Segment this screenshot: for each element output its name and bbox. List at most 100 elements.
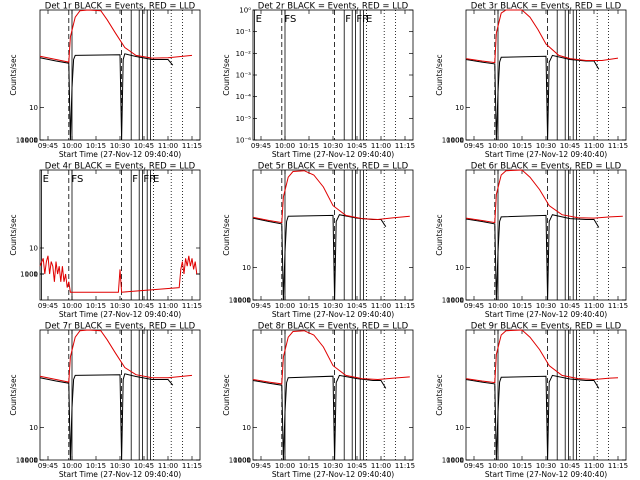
x-tick-label: 10:30 [110, 462, 130, 470]
flag-label: FS [71, 174, 83, 185]
y-tick-label: 1 [460, 137, 464, 145]
y-tick-label: 10⁻⁴ [236, 93, 252, 101]
chart-panel-det9: Det 9r BLACK = Events, RED = LLD 09:45 10:… [435, 322, 628, 480]
y-tick-label: 1 [460, 297, 464, 305]
flag-label: FF [143, 174, 155, 185]
y-tick-label: 10⁻² [236, 50, 252, 58]
y-tick-label: 100 [238, 457, 251, 465]
y-tick-label: 1000 [233, 297, 251, 305]
flag-label: E [153, 174, 159, 185]
x-tick-label: 10:00 [275, 302, 295, 310]
flag-label: E [43, 174, 49, 185]
x-tick-label: 09:45 [251, 462, 271, 470]
x-tick-label: 09:45 [464, 462, 484, 470]
y-axis-label: Counts/sec [9, 54, 18, 95]
x-tick-label: 11:15 [182, 462, 202, 470]
x-tick-label: 10:00 [488, 302, 508, 310]
flag-label: FS [284, 14, 296, 25]
x-tick-label: 10:45 [560, 302, 580, 310]
x-tick-label: 11:15 [608, 142, 628, 150]
y-tick-label: 10000 [442, 457, 464, 465]
y-tick-label: 100 [25, 271, 38, 279]
x-tick-label: 09:45 [464, 142, 484, 150]
y-tick-label: 100 [238, 297, 251, 305]
y-axis-label: Counts/sec [435, 54, 444, 95]
y-axis-label: Counts/sec [222, 374, 231, 415]
y-axis-label: Counts/sec [222, 54, 231, 95]
y-tick-label: 1000 [20, 271, 38, 279]
y-tick-label: 1 [460, 457, 464, 465]
y-tick-label: 1 [247, 457, 251, 465]
x-axis-label: Start Time (27-Nov-12 09:40:40) [59, 310, 181, 319]
x-tick-label: 10:45 [347, 302, 367, 310]
x-tick-label: 11:15 [608, 302, 628, 310]
x-tick-label: 10:00 [275, 462, 295, 470]
y-tick-label: 100 [451, 137, 464, 145]
x-tick-label: 10:45 [134, 142, 154, 150]
y-tick-label: 10 [455, 424, 464, 432]
x-tick-label: 10:00 [62, 302, 82, 310]
x-tick-label: 10:00 [488, 462, 508, 470]
x-tick-label: 11:00 [158, 142, 178, 150]
x-tick-label: 09:45 [38, 462, 58, 470]
x-tick-label: 10:30 [536, 142, 556, 150]
x-tick-label: 11:15 [182, 302, 202, 310]
y-tick-label: 1000 [446, 137, 464, 145]
plot-frame [252, 9, 414, 141]
x-tick-label: 10:15 [512, 302, 532, 310]
x-axis-label: Start Time (27-Nov-12 09:40:40) [485, 150, 607, 159]
chart-title: Det 9r BLACK = Events, RED = LLD [471, 322, 622, 332]
x-tick-label: 09:45 [251, 302, 271, 310]
x-tick-label: 10:15 [86, 462, 106, 470]
chart-panel-det1: Det 1r BLACK = Events, RED = LLD 09:45 10:… [9, 2, 202, 160]
y-tick-label: 1000 [20, 457, 38, 465]
x-tick-label: 09:45 [251, 142, 271, 150]
chart-panel-det3: Det 3r BLACK = Events, RED = LLD 09:45 10:… [435, 2, 628, 160]
y-tick-label: 10000 [229, 297, 251, 305]
flag-label: E [256, 14, 262, 25]
y-tick-label: 10000 [16, 457, 38, 465]
flag-label: E [366, 14, 372, 25]
chart-panel-det5: Det 5r BLACK = Events, RED = LLD 09:45 10:… [222, 162, 415, 320]
x-tick-label: 10:30 [110, 302, 130, 310]
lld-series [252, 330, 410, 385]
x-tick-label: 11:00 [158, 302, 178, 310]
x-tick-label: 10:45 [134, 462, 154, 470]
x-tick-label: 11:00 [371, 142, 391, 150]
x-tick-label: 10:45 [560, 142, 580, 150]
events-series [39, 53, 174, 141]
chart-panel-det8: Det 8r BLACK = Events, RED = LLD 09:45 10:… [222, 322, 415, 480]
y-axis-label: Counts/sec [9, 374, 18, 415]
x-tick-label: 10:45 [134, 302, 154, 310]
y-tick-label: 100 [25, 457, 38, 465]
y-axis-label: Counts/sec [222, 214, 231, 255]
x-tick-label: 10:30 [536, 462, 556, 470]
lld-series [252, 170, 410, 224]
x-tick-label: 11:00 [158, 462, 178, 470]
x-tick-label: 11:00 [584, 462, 604, 470]
x-tick-label: 10:15 [299, 302, 319, 310]
x-tick-label: 11:15 [395, 302, 415, 310]
y-tick-label: 10000 [442, 137, 464, 145]
chart-panel-det7: Det 7r BLACK = Events, RED = LLD 09:45 10:… [9, 322, 202, 480]
x-tick-label: 11:00 [371, 302, 391, 310]
flag-label: F [132, 174, 138, 185]
x-tick-label: 09:45 [464, 302, 484, 310]
events-series [39, 373, 174, 461]
y-tick-label: 10000 [229, 457, 251, 465]
x-axis-label: Start Time (27-Nov-12 09:40:40) [272, 470, 394, 479]
y-tick-label: 10⁻⁶ [236, 137, 252, 145]
lld-series [39, 255, 198, 293]
y-tick-label: 10 [455, 104, 464, 112]
y-tick-label: 10 [242, 264, 251, 272]
lld-series [39, 329, 193, 383]
events-series [465, 214, 600, 301]
y-tick-label: 10 [29, 104, 38, 112]
y-axis-label: Counts/sec [435, 374, 444, 415]
y-axis-label: Counts/sec [9, 214, 18, 255]
chart-title: Det 3r BLACK = Events, RED = LLD [471, 2, 622, 12]
y-tick-label: 1 [34, 137, 38, 145]
x-axis-label: Start Time (27-Nov-12 09:40:40) [485, 310, 607, 319]
x-tick-label: 11:00 [584, 302, 604, 310]
